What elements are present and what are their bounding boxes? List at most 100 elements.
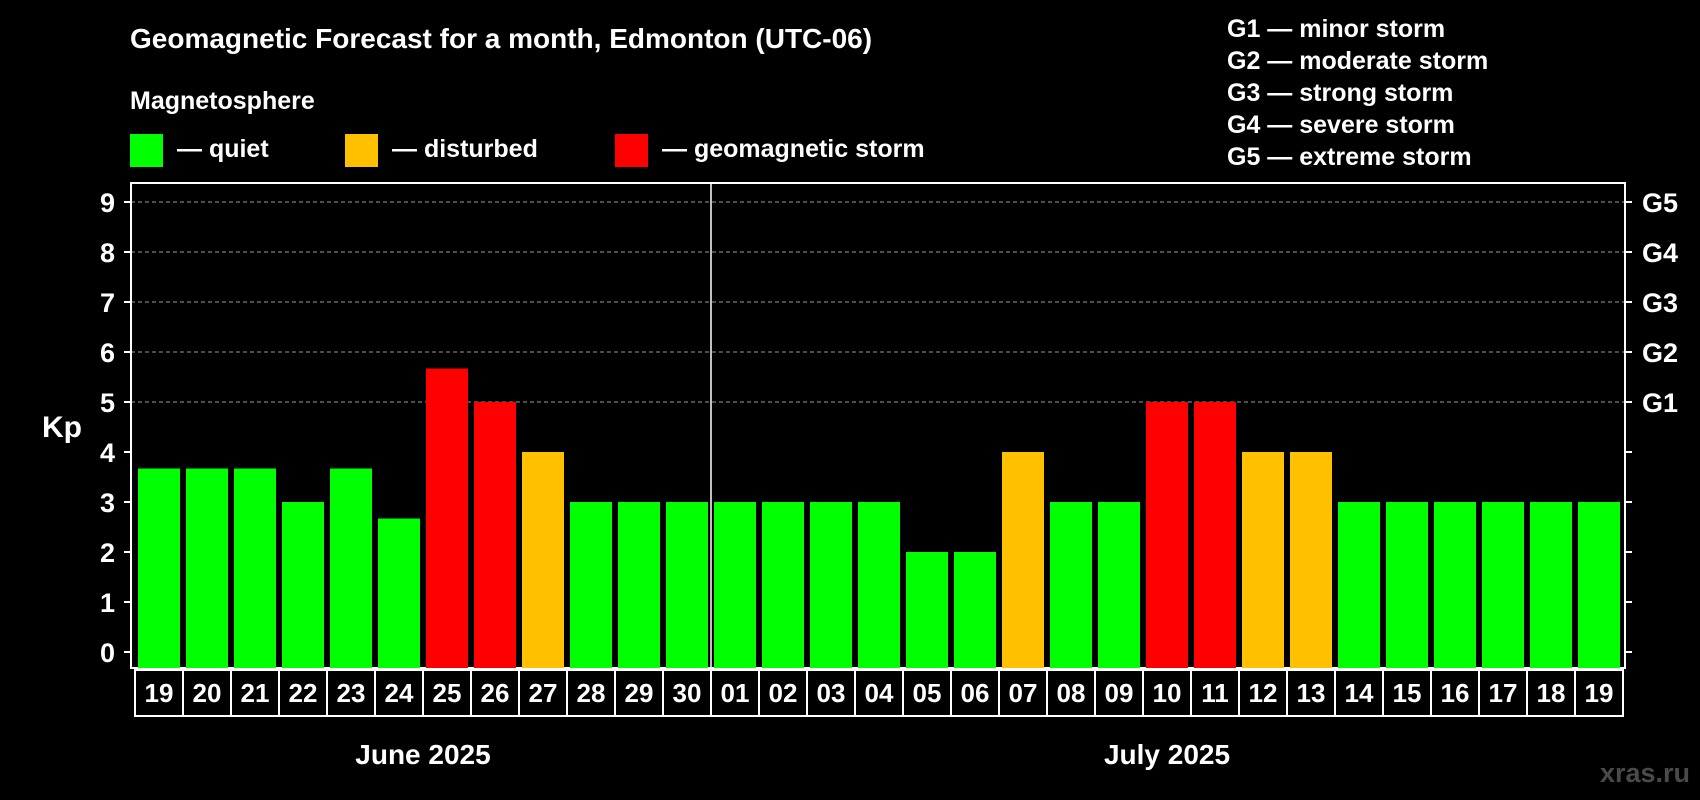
x-tick-label-14: 03 <box>817 678 846 708</box>
x-tick-label-17: 06 <box>961 678 990 708</box>
bar-26 <box>1386 502 1428 668</box>
bar-17 <box>954 552 996 668</box>
x-axis-date-cells: 19 20 21 22 23 24 25 26 27 28 29 30 01 02 03 04 05 06 07 08… <box>134 669 1624 717</box>
storm-legend-item-4: G5 — extreme storm <box>1227 143 1472 171</box>
x-tick-label-11: 30 <box>673 678 702 708</box>
y-tick-label-1: 1 <box>100 588 115 618</box>
x-tick-label-30: 19 <box>1585 678 1614 708</box>
x-tick-label-27: 16 <box>1441 678 1470 708</box>
bar-13 <box>762 502 804 668</box>
watermark: xras.ru <box>1600 758 1690 788</box>
bar-9 <box>570 502 612 668</box>
storm-level-label-2: G3 <box>1642 288 1678 318</box>
bar-30 <box>1578 502 1620 668</box>
bar-6 <box>426 368 468 668</box>
bar-25 <box>1338 502 1380 668</box>
bar-22 <box>1194 402 1236 668</box>
y-tick-label-7: 7 <box>100 288 115 318</box>
month-labels: June 2025 July 2025 <box>355 739 1230 770</box>
bar-4 <box>330 468 372 668</box>
storm-legend-item-0: G1 — minor storm <box>1227 15 1445 43</box>
x-tick-label-9: 28 <box>577 678 606 708</box>
bar-8 <box>522 452 564 668</box>
storm-level-legend: G1 — minor storm G2 — moderate storm G3 — … <box>1227 15 1488 171</box>
month-label-1: July 2025 <box>1104 739 1230 770</box>
x-tick-label-3: 22 <box>289 678 318 708</box>
legend-label-1: — disturbed <box>392 135 538 163</box>
x-tick-label-29: 18 <box>1537 678 1566 708</box>
y-axis-label: Kp <box>42 411 82 444</box>
bar-28 <box>1482 502 1524 668</box>
x-tick-label-24: 13 <box>1297 678 1326 708</box>
x-tick-label-22: 11 <box>1201 678 1229 708</box>
storm-legend-item-2: G3 — strong storm <box>1227 79 1453 107</box>
y-tick-label-2: 2 <box>100 538 115 568</box>
bars <box>138 183 1620 668</box>
bar-0 <box>138 468 180 668</box>
storm-level-axis: G1 G2 G3 G4 G5 <box>1625 188 1678 653</box>
bar-19 <box>1050 502 1092 668</box>
chart-title: Geomagnetic Forecast for a month, Edmont… <box>130 23 872 54</box>
bar-3 <box>282 502 324 668</box>
bar-20 <box>1098 502 1140 668</box>
y-tick-label-6: 6 <box>100 338 115 368</box>
x-tick-label-25: 14 <box>1345 678 1374 708</box>
y-tick-label-3: 3 <box>100 488 115 518</box>
y-tick-label-8: 8 <box>100 238 115 268</box>
bar-5 <box>378 518 420 668</box>
storm-level-label-4: G5 <box>1642 188 1678 218</box>
bar-12 <box>714 502 756 668</box>
legend: — quiet — disturbed — geomagnetic storm <box>130 134 925 167</box>
legend-swatch-0 <box>130 134 163 167</box>
bar-16 <box>906 552 948 668</box>
x-tick-label-8: 27 <box>529 678 558 708</box>
bar-1 <box>186 468 228 668</box>
y-tick-label-9: 9 <box>100 188 115 218</box>
month-label-0: June 2025 <box>355 739 490 770</box>
x-tick-label-23: 12 <box>1249 678 1278 708</box>
bar-7 <box>474 402 516 668</box>
storm-level-label-0: G1 <box>1642 388 1678 418</box>
bar-10 <box>618 502 660 668</box>
legend-swatch-2 <box>615 134 648 167</box>
x-tick-label-0: 19 <box>145 678 174 708</box>
bar-29 <box>1530 502 1572 668</box>
legend-label-2: — geomagnetic storm <box>662 135 925 163</box>
x-tick-label-2: 21 <box>241 678 270 708</box>
bar-23 <box>1242 452 1284 668</box>
y-tick-label-4: 4 <box>100 438 115 468</box>
x-tick-label-10: 29 <box>625 678 654 708</box>
x-tick-label-15: 04 <box>865 678 894 708</box>
x-tick-label-18: 07 <box>1009 678 1038 708</box>
bar-15 <box>858 502 900 668</box>
x-tick-label-20: 09 <box>1105 678 1134 708</box>
x-tick-label-26: 15 <box>1393 678 1422 708</box>
gridlines <box>131 201 1625 403</box>
storm-legend-item-1: G2 — moderate storm <box>1227 47 1488 75</box>
x-tick-label-1: 20 <box>193 678 222 708</box>
x-axis-cell-frame <box>134 669 1624 717</box>
x-tick-label-5: 24 <box>385 678 414 708</box>
x-tick-label-16: 05 <box>913 678 942 708</box>
x-tick-label-12: 01 <box>721 678 750 708</box>
x-tick-label-21: 10 <box>1153 678 1182 708</box>
bar-2 <box>234 468 276 668</box>
x-tick-label-4: 23 <box>337 678 366 708</box>
x-tick-label-7: 26 <box>481 678 510 708</box>
bar-14 <box>810 502 852 668</box>
legend-swatch-1 <box>345 134 378 167</box>
x-tick-label-13: 02 <box>769 678 798 708</box>
legend-heading: Magnetosphere <box>130 87 315 115</box>
x-tick-label-19: 08 <box>1057 678 1086 708</box>
x-tick-label-28: 17 <box>1489 678 1518 708</box>
bar-21 <box>1146 402 1188 668</box>
y-tick-label-0: 0 <box>100 638 115 668</box>
storm-legend-item-3: G4 — severe storm <box>1227 111 1455 139</box>
storm-level-label-1: G2 <box>1642 338 1678 368</box>
bar-24 <box>1290 452 1332 668</box>
bar-18 <box>1002 452 1044 668</box>
bar-11 <box>666 502 708 668</box>
bar-27 <box>1434 502 1476 668</box>
y-tick-label-5: 5 <box>100 388 115 418</box>
